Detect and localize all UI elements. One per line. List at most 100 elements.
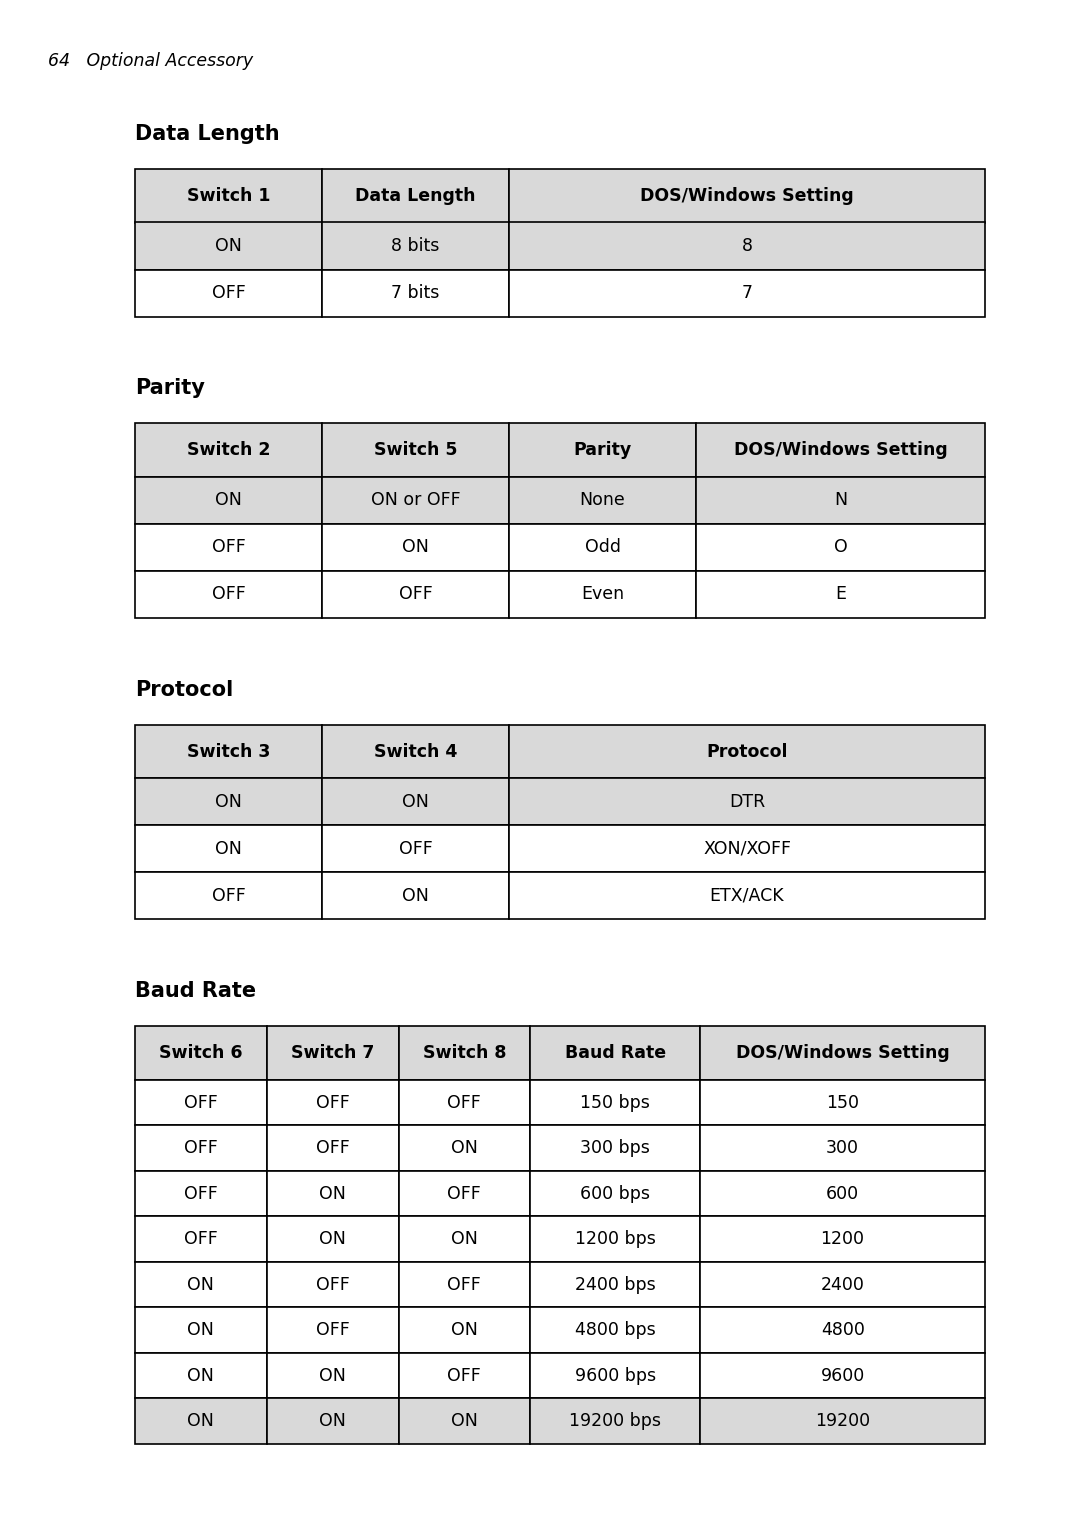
Text: Data Length: Data Length xyxy=(355,187,476,205)
Text: 150 bps: 150 bps xyxy=(580,1093,650,1112)
Text: 8 bits: 8 bits xyxy=(391,237,440,255)
Text: ON: ON xyxy=(215,839,242,858)
Bar xyxy=(530,1353,700,1399)
Text: Data Length: Data Length xyxy=(135,124,280,144)
Text: 19200: 19200 xyxy=(815,1413,870,1430)
Text: 2400: 2400 xyxy=(821,1275,865,1294)
Text: Protocol: Protocol xyxy=(706,743,787,761)
Text: OFF: OFF xyxy=(315,1139,350,1157)
Text: E: E xyxy=(835,586,846,604)
Bar xyxy=(135,1125,267,1171)
Text: Protocol: Protocol xyxy=(135,680,233,700)
Text: OFF: OFF xyxy=(184,1185,218,1203)
Bar xyxy=(509,269,985,317)
Text: OFF: OFF xyxy=(184,1093,218,1112)
Bar xyxy=(509,170,985,223)
Text: ON: ON xyxy=(188,1321,214,1339)
Text: DOS/Windows Setting: DOS/Windows Setting xyxy=(735,1044,949,1063)
Bar xyxy=(135,1307,267,1353)
Text: ON: ON xyxy=(320,1185,346,1203)
Text: 600 bps: 600 bps xyxy=(580,1185,650,1203)
Bar xyxy=(530,1026,700,1079)
Text: Switch 4: Switch 4 xyxy=(374,743,457,761)
Bar xyxy=(700,1261,985,1307)
Text: 7: 7 xyxy=(742,284,753,303)
Bar xyxy=(267,1307,399,1353)
Bar xyxy=(399,1307,530,1353)
Bar xyxy=(322,873,509,919)
Text: Switch 6: Switch 6 xyxy=(159,1044,243,1063)
Bar xyxy=(399,1171,530,1217)
Text: ETX/ACK: ETX/ACK xyxy=(710,887,784,905)
Text: 9600 bps: 9600 bps xyxy=(575,1367,656,1385)
Text: Parity: Parity xyxy=(573,442,632,459)
Text: ON: ON xyxy=(188,1413,214,1430)
Bar xyxy=(700,1026,985,1079)
Text: Switch 2: Switch 2 xyxy=(187,442,270,459)
Text: 9600: 9600 xyxy=(821,1367,865,1385)
Text: Odd: Odd xyxy=(584,538,621,557)
Bar xyxy=(135,1399,267,1443)
Bar xyxy=(135,570,322,618)
Bar xyxy=(135,269,322,317)
Text: 19200 bps: 19200 bps xyxy=(569,1413,661,1430)
Bar xyxy=(135,223,322,269)
Text: DOS/Windows Setting: DOS/Windows Setting xyxy=(733,442,947,459)
Text: ON: ON xyxy=(451,1231,477,1248)
Text: OFF: OFF xyxy=(447,1093,482,1112)
Bar xyxy=(267,1125,399,1171)
Text: ON: ON xyxy=(320,1413,346,1430)
Bar xyxy=(135,1353,267,1399)
Bar xyxy=(135,1079,267,1125)
Bar xyxy=(399,1217,530,1261)
Bar xyxy=(267,1353,399,1399)
Text: 150: 150 xyxy=(826,1093,859,1112)
Text: Switch 3: Switch 3 xyxy=(187,743,270,761)
Text: ON: ON xyxy=(215,491,242,509)
Bar xyxy=(322,269,509,317)
Text: ON: ON xyxy=(215,794,242,810)
Text: Switch 1: Switch 1 xyxy=(187,187,270,205)
Bar xyxy=(322,223,509,269)
Text: 1200 bps: 1200 bps xyxy=(575,1231,656,1248)
Text: 2400 bps: 2400 bps xyxy=(575,1275,656,1294)
Bar xyxy=(530,1171,700,1217)
Bar xyxy=(700,1307,985,1353)
Bar xyxy=(322,524,509,570)
Text: OFF: OFF xyxy=(399,839,432,858)
Text: OFF: OFF xyxy=(212,284,245,303)
Bar xyxy=(530,1399,700,1443)
Bar xyxy=(267,1399,399,1443)
Bar xyxy=(267,1026,399,1079)
Bar xyxy=(322,477,509,524)
Text: DOS/Windows Setting: DOS/Windows Setting xyxy=(640,187,854,205)
Text: ON: ON xyxy=(320,1367,346,1385)
Bar xyxy=(509,424,696,477)
Text: Switch 7: Switch 7 xyxy=(291,1044,375,1063)
Bar xyxy=(696,524,985,570)
Bar xyxy=(135,778,322,826)
Bar xyxy=(700,1125,985,1171)
Bar xyxy=(135,524,322,570)
Bar xyxy=(322,826,509,873)
Text: OFF: OFF xyxy=(212,586,245,604)
Bar xyxy=(399,1399,530,1443)
Bar xyxy=(696,570,985,618)
Text: ON: ON xyxy=(451,1413,477,1430)
Bar xyxy=(530,1307,700,1353)
Bar xyxy=(696,424,985,477)
Bar xyxy=(530,1261,700,1307)
Bar xyxy=(509,826,985,873)
Text: OFF: OFF xyxy=(315,1275,350,1294)
Bar xyxy=(399,1079,530,1125)
Bar xyxy=(700,1079,985,1125)
Text: ON: ON xyxy=(320,1231,346,1248)
Bar xyxy=(135,1026,267,1079)
Bar xyxy=(135,725,322,778)
Text: Baud Rate: Baud Rate xyxy=(565,1044,665,1063)
Bar xyxy=(530,1217,700,1261)
Bar xyxy=(135,1217,267,1261)
Text: ON: ON xyxy=(188,1275,214,1294)
Bar xyxy=(135,1171,267,1217)
Text: Parity: Parity xyxy=(135,379,205,399)
